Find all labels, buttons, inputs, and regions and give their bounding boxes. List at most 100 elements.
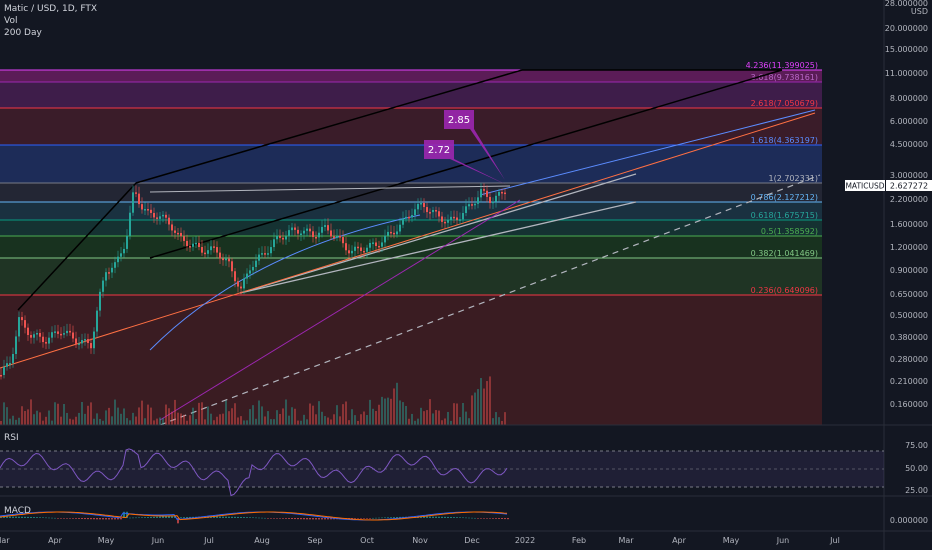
macd-bar bbox=[450, 517, 452, 518]
macd-bar bbox=[318, 518, 320, 520]
price-tick: 11.000000 bbox=[885, 69, 928, 78]
macd-bar bbox=[141, 517, 143, 518]
candle bbox=[279, 235, 281, 238]
volume-bar bbox=[318, 401, 320, 425]
candle bbox=[486, 190, 488, 197]
volume-bar bbox=[219, 414, 221, 425]
price-tick: 0.160000 bbox=[890, 400, 928, 409]
volume-bar bbox=[57, 403, 59, 425]
rsi-pane[interactable]: RSI bbox=[0, 433, 884, 497]
candle bbox=[402, 218, 404, 225]
volume-bar bbox=[381, 396, 383, 425]
candle bbox=[441, 216, 443, 222]
volume-bar bbox=[171, 411, 173, 425]
candle bbox=[33, 334, 35, 338]
macd-bar bbox=[27, 516, 29, 518]
candle bbox=[351, 250, 353, 254]
macd-bar bbox=[309, 518, 311, 520]
candle bbox=[120, 253, 122, 257]
price-callout[interactable]: 2.72 bbox=[424, 140, 507, 185]
macd-bar bbox=[99, 518, 101, 520]
candle bbox=[300, 233, 302, 235]
volume-bar bbox=[279, 413, 281, 425]
volume-bar bbox=[480, 378, 482, 425]
candle bbox=[6, 363, 8, 367]
volume-bar bbox=[363, 411, 365, 425]
macd-bar bbox=[300, 518, 302, 520]
candle bbox=[459, 219, 461, 221]
macd-bar bbox=[240, 516, 242, 518]
macd-bar bbox=[60, 518, 62, 519]
volume-bar bbox=[18, 417, 20, 425]
macd-bar bbox=[24, 516, 26, 518]
volume-bar bbox=[237, 417, 239, 425]
candle bbox=[375, 242, 377, 246]
price-axis[interactable]: USD 28.000000 20.000000 15.000000 11.000… bbox=[885, 0, 928, 525]
time-axis[interactable]: Mar Apr May Jun Jul Aug Sep Oct Nov Dec … bbox=[0, 536, 840, 545]
volume-bar bbox=[465, 411, 467, 425]
price-callout[interactable]: 2.85 bbox=[444, 110, 505, 180]
candle bbox=[276, 235, 278, 240]
volume-bar bbox=[489, 376, 491, 425]
volume-bar bbox=[309, 403, 311, 425]
candle bbox=[336, 235, 338, 238]
volume-bar bbox=[501, 420, 503, 425]
time-tick: Nov bbox=[412, 536, 428, 545]
macd-bar bbox=[288, 518, 290, 519]
candle bbox=[108, 272, 110, 274]
candle bbox=[288, 230, 290, 237]
candle bbox=[252, 266, 254, 271]
price-tick: 0.380000 bbox=[890, 333, 928, 342]
volume-bar bbox=[105, 410, 107, 425]
macd-bar bbox=[330, 518, 332, 520]
volume-bar bbox=[132, 412, 134, 425]
candle bbox=[357, 246, 359, 249]
macd-bar bbox=[123, 511, 125, 518]
candle bbox=[63, 333, 65, 335]
macd-bar bbox=[285, 518, 287, 519]
candle bbox=[144, 209, 146, 211]
volume-bar bbox=[129, 420, 131, 425]
macd-bar bbox=[33, 517, 35, 518]
macd-bar bbox=[501, 518, 503, 520]
time-tick: Apr bbox=[48, 536, 63, 545]
macd-bar bbox=[120, 518, 122, 520]
macd-pane[interactable]: MACD bbox=[0, 506, 509, 524]
macd-bar bbox=[249, 517, 251, 518]
macd-bar bbox=[90, 518, 92, 520]
chart-legend[interactable]: Matic / USD, 1D, FTX Vol 200 Day bbox=[4, 3, 97, 39]
macd-bar bbox=[381, 517, 383, 519]
trend-lines[interactable] bbox=[0, 69, 821, 426]
macd-histogram bbox=[0, 511, 509, 524]
volume-bar bbox=[417, 418, 419, 425]
macd-bar bbox=[270, 518, 272, 519]
macd-bar bbox=[234, 516, 236, 518]
fib-label: 4.236(11.399025) bbox=[746, 61, 818, 70]
candle bbox=[156, 217, 158, 219]
macd-bar bbox=[246, 517, 248, 518]
volume-bar bbox=[9, 418, 11, 425]
volume-bar bbox=[357, 420, 359, 425]
candle bbox=[195, 242, 197, 245]
candle bbox=[249, 270, 251, 274]
fib-label: 3.618(9.738161) bbox=[751, 73, 818, 82]
macd-bar bbox=[489, 518, 491, 519]
volume-bar bbox=[147, 404, 149, 425]
volume-bar bbox=[93, 418, 95, 425]
macd-bar bbox=[396, 517, 398, 518]
candle bbox=[21, 317, 23, 321]
candle bbox=[132, 192, 134, 213]
volume-bar bbox=[399, 400, 401, 425]
volume-bar bbox=[207, 406, 209, 425]
candle bbox=[378, 245, 380, 248]
volume-bar bbox=[303, 414, 305, 425]
macd-bar bbox=[282, 518, 284, 519]
candle bbox=[168, 217, 170, 225]
macd-bar bbox=[237, 516, 239, 518]
macd-signal-line bbox=[0, 511, 508, 521]
candle bbox=[165, 214, 167, 218]
candle bbox=[69, 330, 71, 333]
time-tick: Apr bbox=[672, 536, 687, 545]
price-candles[interactable] bbox=[0, 182, 506, 380]
